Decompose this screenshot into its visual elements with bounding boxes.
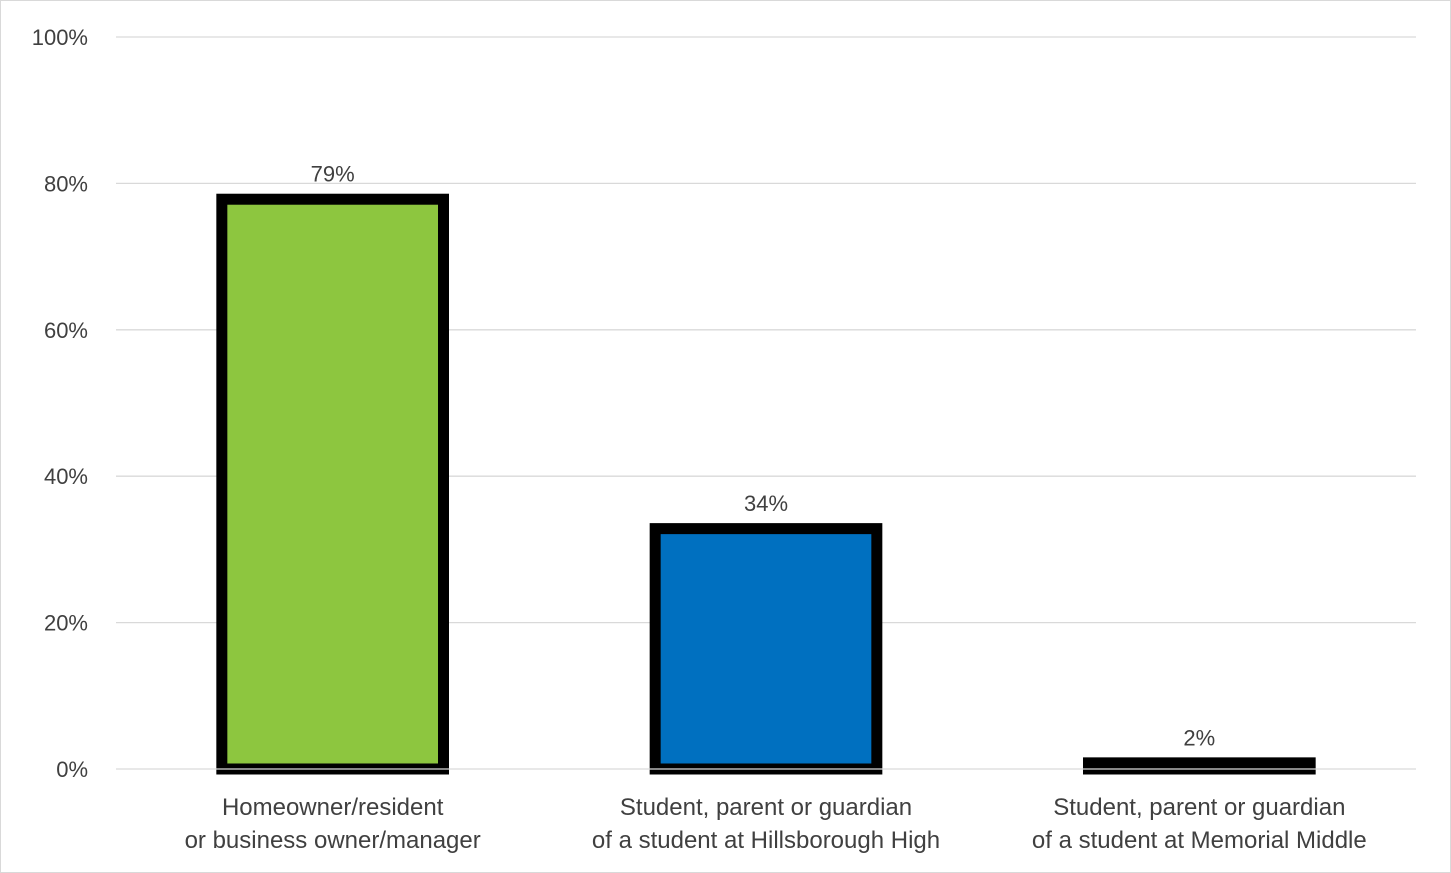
x-category-label: of a student at Hillsborough High	[592, 827, 940, 854]
y-tick-label: 0%	[56, 757, 88, 782]
data-label: 34%	[744, 491, 788, 516]
data-label: 79%	[311, 162, 355, 187]
x-category-label: Homeowner/resident	[222, 794, 444, 821]
x-category-label: of a student at Memorial Middle	[1032, 827, 1367, 854]
y-tick-label: 100%	[32, 25, 88, 50]
y-tick-label: 20%	[44, 611, 88, 636]
data-labels: 79% 34% 2%	[311, 162, 1216, 751]
x-category-label: Student, parent or guardian	[1053, 794, 1345, 821]
bar	[1083, 757, 1316, 775]
bar	[216, 193, 449, 775]
bar	[649, 523, 883, 775]
y-tick-label: 60%	[44, 318, 88, 343]
data-label: 2%	[1183, 725, 1215, 750]
y-axis-tick-labels: 0% 20% 40% 60% 80% 100%	[32, 25, 88, 782]
x-axis-category-labels: Homeowner/resident or business owner/mana…	[185, 794, 1367, 854]
bars	[216, 193, 1316, 775]
y-tick-label: 40%	[44, 464, 88, 489]
x-category-label: or business owner/manager	[185, 827, 481, 854]
y-tick-label: 80%	[44, 171, 88, 196]
x-category-label: Student, parent or guardian	[620, 794, 912, 821]
